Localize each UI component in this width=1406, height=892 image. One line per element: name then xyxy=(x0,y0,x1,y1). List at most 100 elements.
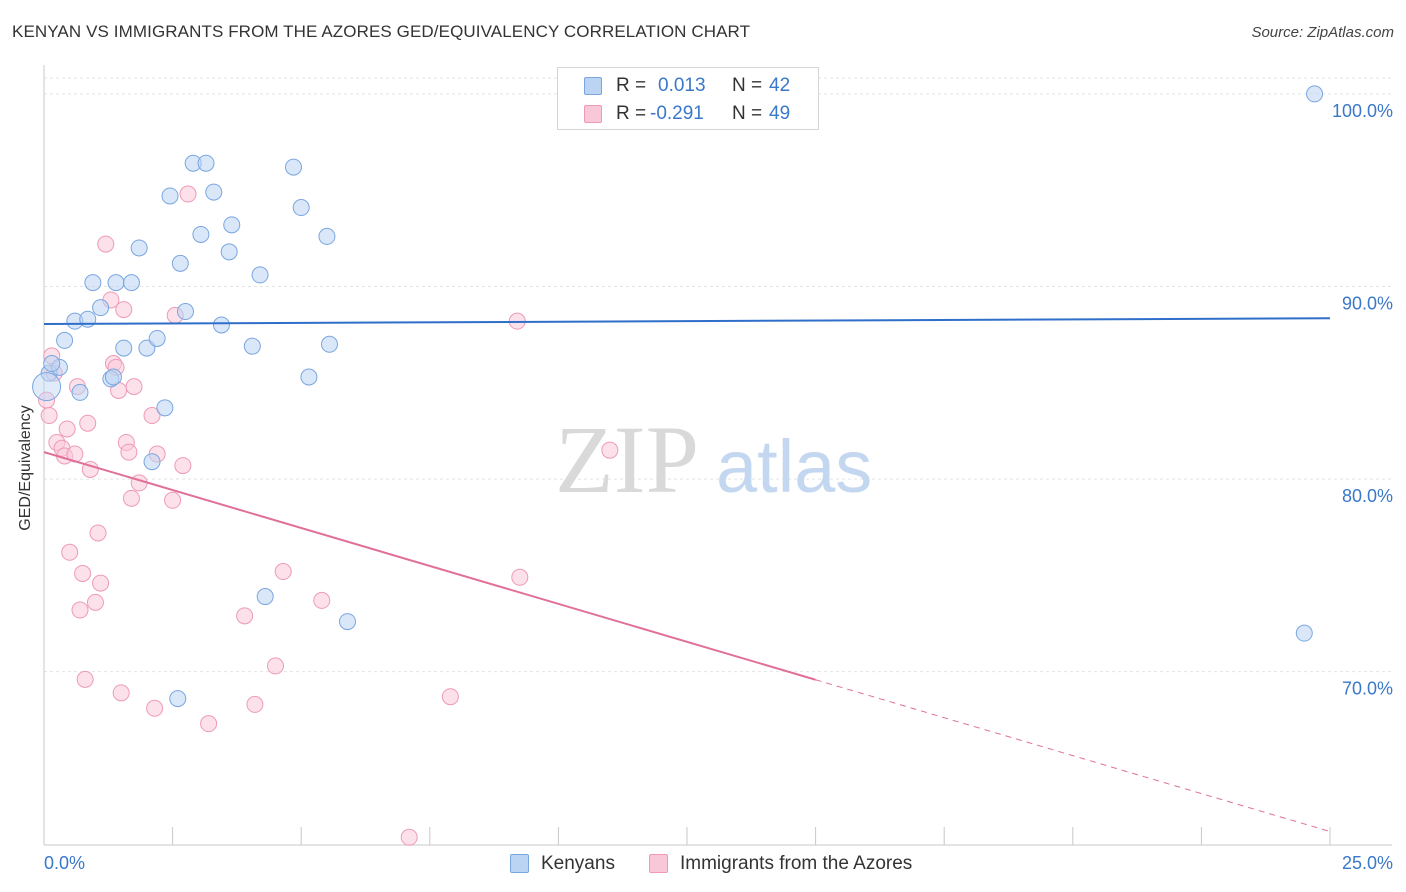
y-tick-label: 100.0% xyxy=(1332,101,1393,121)
watermark-zip: ZIP xyxy=(555,406,699,513)
x-tick-label: 25.0% xyxy=(1342,853,1393,873)
kenyan-point xyxy=(243,337,261,355)
azores-point xyxy=(76,670,94,688)
gridlines xyxy=(44,77,1392,673)
azores-point xyxy=(441,688,459,706)
kenyan-point xyxy=(256,588,274,606)
azores-point xyxy=(246,695,264,713)
kenyan-point xyxy=(143,453,161,471)
kenyan-point xyxy=(130,239,148,257)
azores-point xyxy=(74,564,92,582)
legend-swatch-azores xyxy=(584,105,602,123)
azores-point xyxy=(146,699,164,717)
kenyan-point xyxy=(1306,85,1324,103)
azores-point xyxy=(400,828,418,846)
correlation-legend: R = 0.013 N = 42 R = -0.291 N = 49 xyxy=(557,67,819,130)
azores-point xyxy=(97,235,115,253)
azores-trend-line xyxy=(43,451,816,681)
legend-r-label: R = xyxy=(616,103,647,124)
kenyan-trend-line xyxy=(43,317,1331,326)
azores-point xyxy=(125,378,143,396)
kenyan-point xyxy=(284,158,302,176)
azores-point xyxy=(200,715,218,733)
kenyan-point xyxy=(300,368,318,386)
kenyan-point xyxy=(156,399,174,417)
azores-point xyxy=(61,543,79,561)
kenyan-point-cluster xyxy=(32,372,62,402)
chart-title: KENYAN VS IMMIGRANTS FROM THE AZORES GED… xyxy=(12,22,751,41)
azores-point xyxy=(58,420,76,438)
kenyan-point xyxy=(43,355,61,373)
legend-n-label: N = xyxy=(732,75,763,96)
kenyan-point xyxy=(251,266,269,284)
source-label: Source: ZipAtlas.com xyxy=(1251,24,1394,41)
azores-point xyxy=(79,414,97,432)
zipatlas-watermark: ZIP atlas xyxy=(555,406,872,513)
azores-point xyxy=(511,568,529,586)
kenyan-point xyxy=(122,274,140,292)
bottom-legend-swatch-kenyans xyxy=(510,854,529,873)
legend-n-label: N = xyxy=(732,103,763,124)
tick-labels: 100.0% 90.0% 80.0% 70.0% 0.0% 25.0% xyxy=(44,101,1393,873)
x-tick-label: 0.0% xyxy=(44,853,85,873)
azores-point xyxy=(40,407,58,425)
azores-point xyxy=(86,593,104,611)
azores-point xyxy=(236,607,254,625)
azores-point xyxy=(266,657,284,675)
kenyan-point xyxy=(212,316,230,334)
legend-r-label: R = xyxy=(616,75,647,96)
bottom-legend-label-kenyans: Kenyans xyxy=(541,853,615,874)
azores-point xyxy=(601,441,619,459)
kenyan-point xyxy=(338,613,356,631)
azores-point xyxy=(112,684,130,702)
bottom-legend-swatch-azores xyxy=(649,854,668,873)
kenyan-point xyxy=(171,254,189,272)
kenyan-point xyxy=(148,329,166,347)
azores-point xyxy=(120,443,138,461)
azores-trend-line-extension xyxy=(815,679,1331,832)
azores-point xyxy=(92,574,110,592)
azores-point xyxy=(164,491,182,509)
kenyan-point xyxy=(107,274,125,292)
kenyan-point xyxy=(192,225,210,243)
azores-point xyxy=(122,489,140,507)
azores-point xyxy=(179,185,197,203)
y-tick-label: 80.0% xyxy=(1342,486,1393,506)
legend-n-value-azores: 49 xyxy=(769,103,791,124)
trend-lines xyxy=(43,317,1331,832)
azores-point xyxy=(115,301,133,319)
kenyan-point xyxy=(320,335,338,353)
kenyan-point xyxy=(115,339,133,357)
azores-point xyxy=(313,591,331,609)
kenyan-point xyxy=(161,187,179,205)
kenyan-point xyxy=(176,303,194,321)
azores-point xyxy=(174,457,192,475)
legend-swatch-kenyans xyxy=(584,77,602,95)
azores-point xyxy=(89,524,107,542)
y-axis-label: GED/Equivalency xyxy=(17,405,34,531)
azores-point xyxy=(143,407,161,425)
y-tick-label: 90.0% xyxy=(1342,293,1393,313)
kenyan-points xyxy=(32,85,1324,708)
legend-n-value-kenyans: 42 xyxy=(769,75,791,96)
azores-point xyxy=(71,601,89,619)
kenyan-point xyxy=(197,154,215,172)
legend-r-value-kenyans: 0.013 xyxy=(658,75,706,96)
kenyan-point xyxy=(223,216,241,234)
bottom-legend-label-azores: Immigrants from the Azores xyxy=(680,853,913,874)
kenyan-point xyxy=(1295,624,1313,642)
kenyan-point xyxy=(104,368,122,386)
kenyan-point xyxy=(205,183,223,201)
y-tick-label: 70.0% xyxy=(1342,679,1393,699)
legend-r-value-azores: -0.291 xyxy=(650,103,704,124)
azores-point xyxy=(274,563,292,581)
kenyan-point xyxy=(71,383,89,401)
kenyan-point xyxy=(84,274,102,292)
kenyan-point xyxy=(318,227,336,245)
azores-point xyxy=(130,474,148,492)
watermark-atlas: atlas xyxy=(716,425,872,508)
kenyan-point xyxy=(92,299,110,317)
kenyan-point xyxy=(220,243,238,261)
kenyan-point xyxy=(56,331,74,349)
